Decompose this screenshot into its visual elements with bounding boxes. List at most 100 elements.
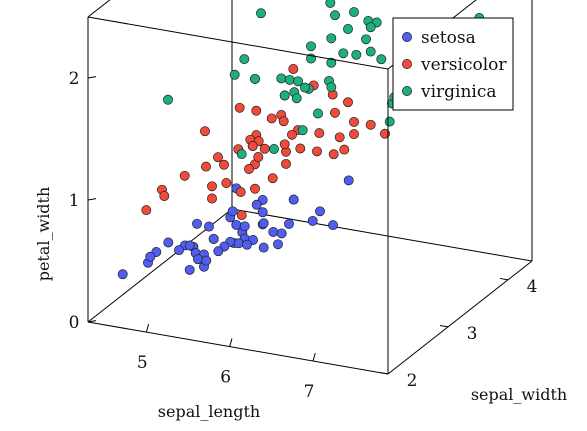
data-point-virginica (291, 93, 302, 104)
data-point-virginica (279, 90, 290, 101)
data-point-versicolor (247, 141, 258, 151)
legend-label-versicolor: versicolor (420, 55, 507, 75)
data-point-virginica (343, 24, 353, 34)
data-point-setosa (258, 218, 269, 229)
data-point-virginica (293, 76, 303, 87)
data-point-setosa (174, 245, 184, 256)
data-point-versicolor (288, 64, 299, 74)
data-point-setosa (163, 237, 174, 248)
data-point-setosa (184, 240, 195, 251)
z-tick-label: 2 (69, 69, 80, 89)
x-axis-label: sepal_length (158, 402, 260, 421)
data-point-setosa (204, 221, 214, 232)
data-point-versicolor (279, 139, 290, 150)
z-tick-label: 1 (69, 191, 80, 211)
box-edge (87, 16, 389, 70)
data-point-virginica (361, 34, 371, 45)
data-point-virginica (330, 10, 340, 21)
data-point-versicolor (259, 143, 270, 154)
data-point-versicolor (236, 210, 247, 221)
data-point-setosa (273, 239, 283, 250)
y-tick (499, 277, 509, 281)
data-point-versicolor (179, 170, 190, 181)
data-point-versicolor (328, 149, 339, 160)
data-point-versicolor (234, 102, 245, 113)
x-tick-label: 6 (220, 368, 231, 388)
data-point-versicolor (200, 126, 210, 137)
data-point-setosa (208, 233, 219, 244)
data-point-versicolor (266, 113, 277, 124)
data-point-versicolor (365, 119, 376, 130)
data-point-versicolor (213, 152, 223, 163)
data-point-versicolor (281, 158, 291, 169)
data-point-versicolor (235, 187, 246, 197)
data-point-versicolor (244, 164, 254, 174)
data-point-setosa (231, 219, 242, 230)
data-point-virginica (297, 125, 308, 136)
data-point-virginica (351, 49, 362, 60)
z-tick (87, 76, 97, 79)
z-tick-label: 0 (69, 313, 80, 333)
z-axis-label: petal_width (34, 187, 53, 282)
data-point-versicolor (287, 129, 297, 140)
data-point-virginica (325, 0, 336, 8)
data-point-setosa (201, 255, 212, 266)
box-edge (231, 208, 533, 262)
data-point-versicolor (314, 128, 325, 139)
data-point-virginica (300, 82, 310, 93)
data-point-setosa (227, 206, 238, 217)
tick-labels: 5 6 7 2 3 4 0 1 2 (69, 69, 538, 402)
data-points (117, 0, 501, 280)
x-tick (229, 338, 233, 347)
legend-label-virginica: virginica (420, 82, 497, 102)
data-point-setosa (184, 264, 195, 275)
x-tick (312, 352, 316, 362)
data-point-setosa (192, 218, 202, 229)
data-point-setosa (276, 228, 287, 239)
y-tick-label: 3 (467, 324, 478, 344)
data-point-versicolor (207, 181, 217, 192)
data-point-setosa (251, 199, 262, 210)
x-tick (145, 323, 150, 333)
box-edge (387, 260, 533, 375)
z-tick (87, 198, 97, 201)
data-point-setosa (268, 227, 279, 237)
legend-marker-setosa (402, 32, 412, 42)
data-point-virginica (284, 74, 295, 85)
data-point-setosa (288, 194, 299, 205)
data-point-virginica (313, 108, 323, 119)
data-point-virginica (229, 69, 240, 80)
x-tick-label: 7 (304, 382, 315, 402)
data-point-virginica (306, 41, 316, 52)
data-point-setosa (284, 218, 294, 229)
y-tick-label: 4 (527, 277, 538, 297)
data-point-versicolor (251, 105, 262, 116)
data-point-versicolor (343, 97, 353, 108)
data-point-virginica (326, 33, 337, 44)
data-point-virginica (338, 48, 349, 59)
x-tick-label: 5 (137, 353, 148, 373)
y-tick (439, 325, 449, 328)
data-point-versicolor (334, 132, 345, 143)
data-point-versicolor (201, 161, 211, 172)
data-point-virginica (250, 73, 260, 84)
legend: setosa versicolor virginica (392, 17, 514, 111)
data-point-versicolor (141, 205, 152, 216)
data-point-virginica (256, 8, 266, 19)
data-point-versicolor (253, 152, 264, 162)
data-point-versicolor (219, 159, 229, 170)
data-point-virginica (365, 22, 376, 33)
data-point-virginica (326, 57, 337, 68)
data-point-setosa (233, 238, 244, 249)
box-edge (87, 0, 111, 18)
data-point-setosa (117, 269, 128, 280)
data-point-versicolor (349, 129, 359, 140)
data-point-versicolor (250, 183, 260, 194)
data-point-virginica (376, 54, 387, 65)
data-point-setosa (213, 246, 224, 257)
data-point-versicolor (221, 178, 232, 188)
legend-marker-versicolor (402, 59, 412, 69)
data-point-virginica (326, 82, 337, 93)
data-point-setosa (193, 254, 203, 265)
